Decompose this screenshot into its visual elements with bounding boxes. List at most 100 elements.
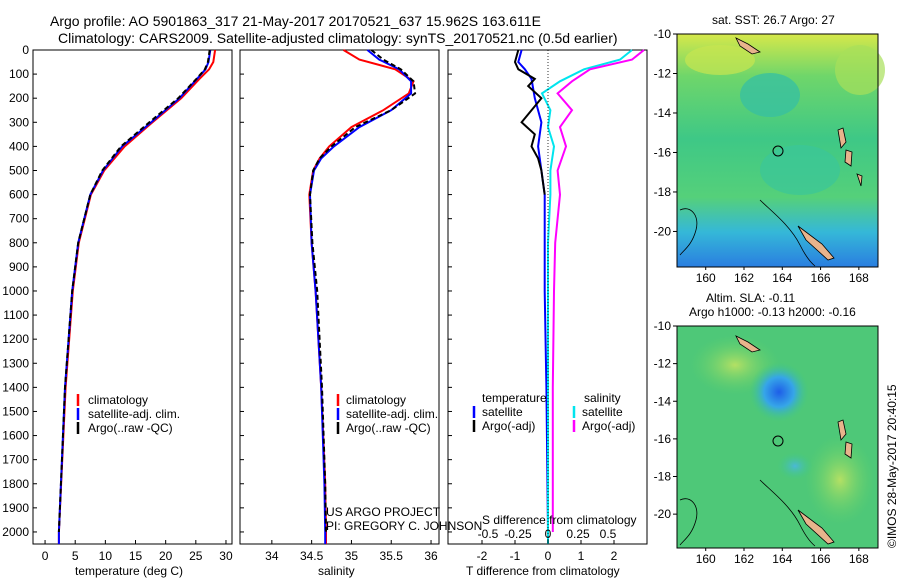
sla-low-eddy [777,452,813,480]
s-tick-label: -0.5 [478,527,499,541]
depth-tick-label: 1500 [2,404,29,418]
legend-argo-raw: Argo(..raw -QC) [346,421,431,435]
salinity-plot-frame [239,49,440,545]
series-line-temperature-argo-adj- [513,49,546,195]
map-lon-label: 164 [772,552,792,566]
t-difference-axis-label: T difference from climatology [466,564,620,578]
x-tick-label: 36 [424,549,438,563]
map-lat-label: -12 [654,357,672,371]
depth-tick-label: 900 [9,260,29,274]
project-credit: US ARGO PROJECT [326,505,441,519]
figure-title-line2: Climatology: CARS2009. Satellite-adjuste… [58,30,618,46]
s-tick-label: 0.5 [600,527,617,541]
x-tick-label: 0 [42,549,49,563]
x-tick-label: 35.5 [380,549,404,563]
legend-sal-argo: Argo(-adj) [582,419,635,433]
salinity-series [308,49,417,544]
series-line-argo-raw-qc- [308,49,417,533]
legend-temp-satellite: satellite [482,405,523,419]
legend-header-temperature: temperature [482,391,547,405]
sla-map-title1: Altim. SLA: -0.11 [706,291,795,305]
legend-sal-satellite: satellite [582,405,623,419]
map-lon-label: 160 [696,552,716,566]
map-lon-label: 168 [849,271,869,285]
argo-position-marker [772,435,784,447]
depth-tick-label: 700 [9,212,29,226]
bathymetry-contour [679,208,698,256]
map-lat-label: -14 [654,394,672,408]
depth-tick-label: 1300 [2,356,29,370]
sst-map-title: sat. SST: 26.7 Argo: 27 [712,13,835,27]
map-lat-label: -12 [654,66,672,80]
legend-temp-argo: Argo(-adj) [482,419,535,433]
new-caledonia-shape [797,225,835,261]
map-lon-label: 166 [811,271,831,285]
pi-credit: PI: GREGORY C. JOHNSON [326,519,482,533]
argo-position-marker [772,145,784,157]
x-tick-label: 0 [545,549,552,563]
sla-map [676,325,879,549]
map-lon-label: 164 [772,271,792,285]
figure-title-line1: Argo profile: AO 5901863_317 21-May-2017… [50,13,541,29]
island-shape [735,37,761,55]
map-lon-label: 162 [734,552,754,566]
x-tick-label: 35 [345,549,359,563]
difference-series [513,49,645,544]
map-lon-label: 168 [849,552,869,566]
bathymetry-contour [679,498,698,546]
legend-climatology: climatology [88,393,148,407]
x-tick-label: 25 [189,549,203,563]
x-tick-label: 34 [265,549,279,563]
x-tick-label: -2 [477,549,488,563]
depth-tick-label: 800 [9,236,29,250]
depth-tick-label: 1200 [2,332,29,346]
map-lat-label: -18 [654,470,672,484]
s-tick-label: 0.25 [566,527,590,541]
sla-map-axes: -10 -12 -14 -16 -18 -20 160 162 164 166 168 [654,319,870,566]
x-tick-label: 2 [611,549,618,563]
legend-header-salinity: salinity [584,391,621,405]
sst-cool-patch [740,73,800,117]
x-tick-label: 1 [578,549,585,563]
temperature-plot-frame [32,49,233,545]
depth-tick-label: 1100 [3,308,29,322]
map-lon-label: 166 [811,552,831,566]
temperature-series [57,49,217,544]
series-line-temperature-satellite [517,49,549,544]
x-tick-label: 30 [219,549,233,563]
bathymetry-contour [759,199,816,267]
series-line-salinity-satellite [540,49,633,544]
depth-tick-label: 300 [9,115,29,129]
legend-argo-raw: Argo(..raw -QC) [88,421,173,435]
sst-map-frame [676,33,879,268]
sla-map-title2: Argo h1000: -0.13 h2000: -0.16 [689,305,856,319]
depth-tick-label: 0 [22,43,29,57]
x-tick-label: 10 [99,549,113,563]
legend-satellite-adj: satellite-adj. clim. [346,407,438,421]
new-caledonia-shape [797,509,835,545]
depth-tick-label: 400 [9,139,29,153]
salinity-legend: climatology satellite-adj. clim. Argo(..… [336,393,438,435]
depth-tick-label: 200 [9,91,29,105]
depth-tick-label: 100 [9,67,29,81]
map-lat-label: -20 [654,507,672,521]
island-shape [856,173,863,187]
x-tick-label: 20 [159,549,173,563]
island-shape [735,335,761,353]
s-difference-axis-label: S difference from climatology [482,513,637,527]
island-shape [837,419,847,441]
map-lat-label: -18 [654,185,672,199]
map-lon-label: 162 [734,271,754,285]
map-lat-label: -20 [654,224,672,238]
x-tick-label: 15 [129,549,143,563]
sst-cool-patch [760,145,840,195]
temperature-legend: climatology satellite-adj. clim. Argo(..… [76,393,180,435]
depth-tick-label: 500 [9,163,29,177]
depth-tick-label: 600 [9,188,29,202]
sst-map [676,33,885,268]
sla-map-frame [676,325,879,549]
temperature-axis-label: temperature (deg C) [75,564,183,578]
sla-low-eddy [749,362,809,422]
island-shape [844,149,853,167]
